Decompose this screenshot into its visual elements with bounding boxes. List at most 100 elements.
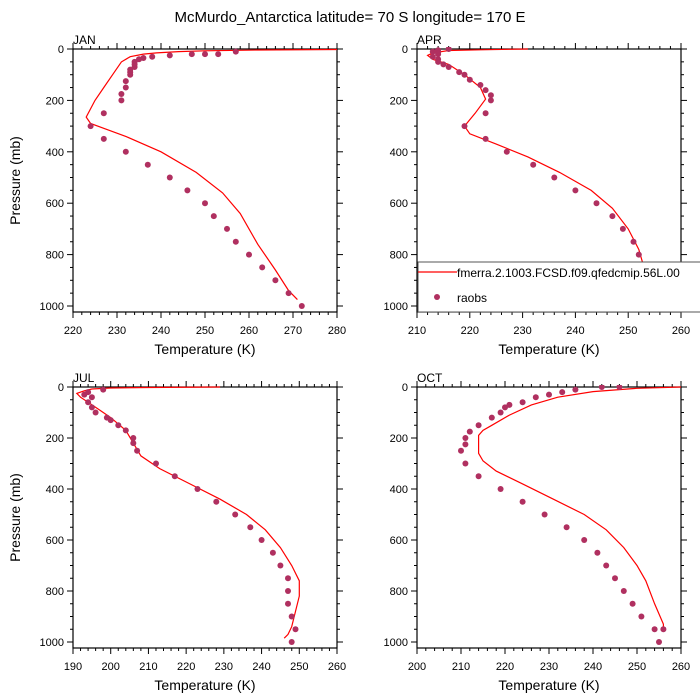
obs-point — [497, 486, 504, 492]
x-tick-label: 230 — [108, 325, 126, 337]
obs-point — [130, 440, 137, 447]
obs-point — [458, 447, 464, 454]
obs-point — [171, 473, 178, 480]
obs-point — [87, 123, 94, 130]
x-tick-label: 230 — [215, 661, 233, 673]
obs-point — [546, 391, 552, 398]
obs-point — [612, 575, 618, 582]
obs-point — [445, 64, 452, 70]
x-tick-label: 280 — [328, 325, 346, 337]
x-tick-label: 260 — [672, 661, 690, 673]
obs-point — [122, 427, 129, 434]
obs-point — [122, 78, 129, 85]
obs-point — [620, 588, 627, 594]
obs-point — [285, 600, 291, 607]
obs-point — [277, 562, 284, 569]
panel-title: JUL — [73, 371, 95, 385]
panel-oct: OCT 200 210 220 230 240 250 260 0 200 400 600 800 100… — [384, 371, 691, 693]
x-tick-label: 250 — [196, 325, 214, 337]
obs-point — [616, 385, 623, 390]
x-tick-label: 260 — [672, 325, 690, 337]
x-tick-label: 200 — [408, 661, 426, 673]
panel-title: JAN — [73, 33, 96, 47]
obs-point — [482, 87, 489, 94]
x-tick-label: 210 — [408, 325, 426, 337]
obs-point — [232, 48, 239, 55]
obs-point — [594, 549, 601, 556]
legend-label-model: fmerra.2.1003.FCSD.f09.qfedcmip.56L.00 — [457, 266, 680, 280]
y-tick-label: 400 — [390, 484, 408, 496]
obs-point — [88, 394, 95, 401]
model-line — [75, 386, 300, 639]
panel-jan: JAN 220 230 240 250 260 270 280 0 200 400 600 800 100… — [7, 33, 346, 357]
obs-point — [619, 225, 626, 232]
obs-point — [122, 148, 129, 155]
y-tick-label: 1000 — [40, 637, 64, 649]
y-tick-label: 1000 — [384, 637, 408, 649]
legend-box — [417, 261, 700, 313]
y-tick-label: 1000 — [384, 301, 408, 313]
obs-point — [130, 435, 137, 441]
obs-point — [581, 537, 588, 543]
x-tick-label: 220 — [64, 325, 82, 337]
obs-point — [440, 61, 447, 68]
y-tick-label: 800 — [390, 586, 408, 598]
x-tick-label: 210 — [452, 661, 470, 673]
obs-point — [462, 435, 469, 441]
obs-point — [213, 498, 220, 505]
obs-point — [593, 200, 600, 207]
obs-point — [456, 69, 463, 76]
obs-point — [136, 56, 142, 63]
obs-point — [635, 251, 642, 258]
obs-point — [572, 386, 579, 393]
obs-point — [629, 600, 636, 607]
x-tick-label: 200 — [102, 661, 120, 673]
obs-point — [572, 187, 579, 194]
obs-point — [519, 399, 526, 406]
x-tick-label: 250 — [290, 661, 308, 673]
obs-point — [215, 51, 222, 58]
obs-point — [466, 428, 473, 435]
x-tick-label: 240 — [566, 325, 584, 337]
series-group — [458, 385, 681, 645]
y-tick-label: 600 — [390, 198, 408, 210]
obs-point — [269, 549, 276, 556]
y-tick-label: 0 — [58, 382, 64, 394]
y-tick-label: 400 — [390, 147, 408, 159]
obs-point — [551, 174, 558, 181]
obs-point — [298, 303, 305, 309]
obs-point — [194, 486, 201, 492]
obs-point — [131, 64, 138, 70]
obs-point — [477, 82, 484, 88]
panel-jul: JUL 190 200 210 220 230 240 250 260 0 200 400 600 800… — [7, 371, 346, 693]
obs-point — [445, 47, 452, 52]
legend-label-obs: raobs — [457, 291, 487, 305]
y-tick-label: 0 — [58, 44, 64, 56]
y-tick-label: 800 — [46, 250, 64, 262]
obs-point — [184, 187, 191, 194]
obs-point — [475, 473, 482, 480]
obs-point — [107, 417, 114, 424]
obs-point — [288, 639, 295, 645]
plot-frame — [72, 48, 338, 313]
obs-point — [488, 414, 495, 421]
obs-point — [466, 76, 473, 83]
obs-point — [224, 225, 230, 232]
obs-point — [144, 161, 151, 168]
x-tick-label: 190 — [64, 661, 82, 673]
x-tick-label: 220 — [461, 325, 479, 337]
obs-point — [188, 51, 195, 58]
x-tick-label: 260 — [328, 661, 346, 673]
figure-title: McMurdo_Antarctica latitude= 70 S longit… — [174, 9, 525, 26]
y-axis-label: Pressure (mb) — [7, 473, 23, 562]
model-line — [85, 48, 337, 301]
series-group — [85, 48, 337, 309]
obs-point — [166, 174, 173, 181]
obs-point — [259, 264, 266, 271]
y-tick-label: 800 — [46, 586, 64, 598]
y-tick-label: 600 — [46, 198, 64, 210]
obs-point — [232, 511, 239, 518]
y-tick-label: 200 — [46, 95, 64, 107]
panel-title: APR — [417, 33, 442, 47]
obs-point — [603, 562, 610, 569]
